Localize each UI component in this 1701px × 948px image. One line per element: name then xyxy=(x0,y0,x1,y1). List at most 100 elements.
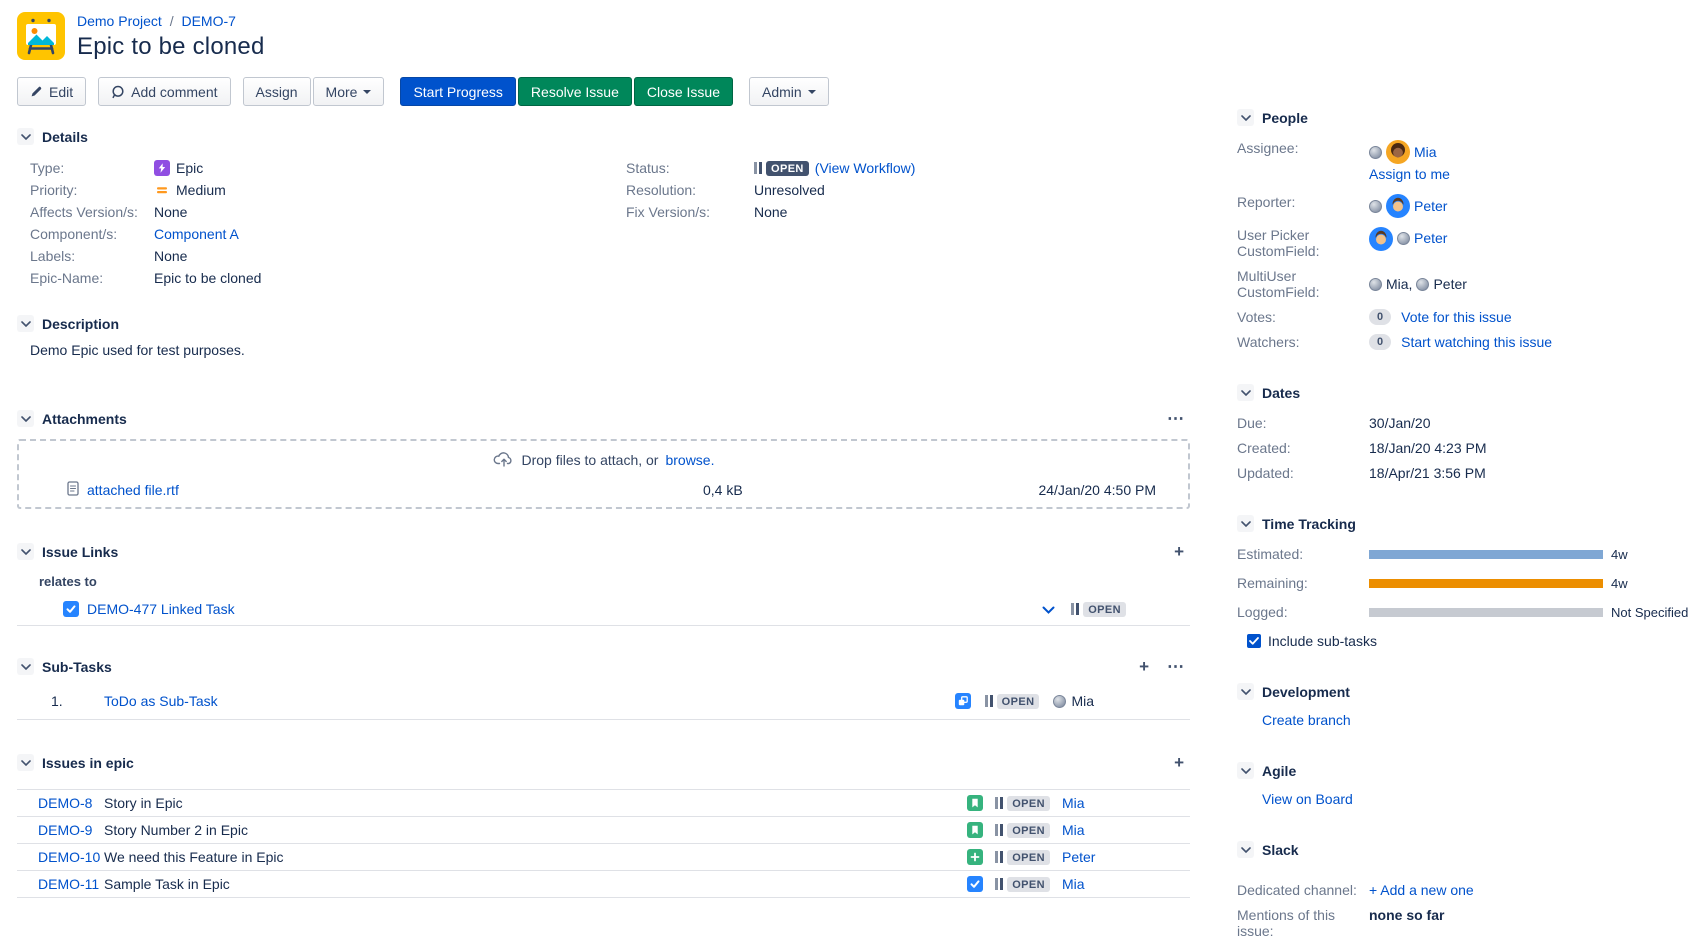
breadcrumb: Demo Project / DEMO-7 xyxy=(77,12,265,29)
issue-assignee-link[interactable]: Mia xyxy=(1062,795,1085,811)
browse-link[interactable]: browse. xyxy=(665,452,715,468)
type-label: Type: xyxy=(30,160,65,176)
add-comment-button[interactable]: Add comment xyxy=(98,77,231,106)
add-issue-to-epic-icon[interactable]: + xyxy=(1174,753,1184,772)
collapse-subtasks-button[interactable] xyxy=(17,658,34,675)
collapse-issues-in-epic-button[interactable] xyxy=(17,754,34,771)
peter-avatar xyxy=(1386,194,1410,218)
multiuser-link-mia[interactable]: Mia, xyxy=(1386,276,1413,292)
attachments-options-icon[interactable]: ⋯ xyxy=(1167,409,1184,428)
epic-type-icon xyxy=(154,160,170,176)
breadcrumb-issue-link[interactable]: DEMO-7 xyxy=(181,13,236,29)
user-picker-link[interactable]: Peter xyxy=(1414,230,1448,246)
issue-key-link[interactable]: DEMO-9 xyxy=(38,822,93,838)
issue-summary: Sample Task in Epic xyxy=(104,876,230,892)
resolve-issue-button[interactable]: Resolve Issue xyxy=(517,77,632,106)
watch-link[interactable]: Start watching this issue xyxy=(1401,334,1553,350)
multiuser-link-peter[interactable]: Peter xyxy=(1433,276,1467,292)
breadcrumb-project-link[interactable]: Demo Project xyxy=(77,13,162,29)
task-type-icon xyxy=(63,601,79,617)
more-button[interactable]: More xyxy=(312,77,385,106)
remaining-label: Remaining: xyxy=(1237,575,1308,591)
link-actions-chevron-icon[interactable] xyxy=(1042,601,1055,617)
collapse-time-tracking-button[interactable] xyxy=(1237,515,1254,532)
issue-key-link[interactable]: DEMO-11 xyxy=(38,876,100,892)
issue-assignee-link[interactable]: Peter xyxy=(1062,849,1096,865)
view-workflow-link[interactable]: (View Workflow) xyxy=(814,160,916,176)
comment-icon xyxy=(111,85,125,99)
collapse-slack-button[interactable] xyxy=(1237,841,1254,858)
collapse-issue-links-button[interactable] xyxy=(17,543,34,560)
mentions-label: Mentions of this issue: xyxy=(1237,907,1336,939)
add-channel-link[interactable]: + Add a new one xyxy=(1369,882,1474,898)
issue-assignee-link[interactable]: Mia xyxy=(1062,822,1085,838)
collapse-agile-button[interactable] xyxy=(1237,762,1254,779)
issue-header: Demo Project / DEMO-7 Epic to be cloned xyxy=(17,12,1190,61)
collapse-people-button[interactable] xyxy=(1237,109,1254,126)
reporter-link[interactable]: Peter xyxy=(1414,198,1448,214)
workflow-buttons-group: Assign More xyxy=(242,77,385,106)
view-on-board-link[interactable]: View on Board xyxy=(1262,791,1353,807)
admin-button[interactable]: Admin xyxy=(749,77,829,106)
multiuser-label: MultiUser CustomField: xyxy=(1237,268,1320,300)
include-subtasks-checkbox[interactable] xyxy=(1247,634,1261,648)
collapse-dates-button[interactable] xyxy=(1237,384,1254,401)
chevron-down-icon xyxy=(363,89,372,94)
description-heading: Description xyxy=(42,315,120,332)
collapse-attachments-button[interactable] xyxy=(17,410,34,427)
vote-link[interactable]: Vote for this issue xyxy=(1401,309,1512,325)
collapse-development-button[interactable] xyxy=(1237,683,1254,700)
watchers-count-badge: 0 xyxy=(1369,334,1392,350)
time-tracking-section: Time Tracking Estimated: 4w Remaining: 4… xyxy=(1237,515,1688,649)
issue-assignee-link[interactable]: Mia xyxy=(1062,876,1085,892)
table-row: DEMO-10 We need this Feature in Epic OPE… xyxy=(17,844,1190,871)
type-value: Epic xyxy=(176,160,204,176)
subtask-assignee: Mia xyxy=(1053,693,1094,709)
subtasks-heading: Sub-Tasks xyxy=(42,658,112,675)
due-value: 30/Jan/20 xyxy=(1369,415,1431,431)
due-label: Due: xyxy=(1237,415,1267,431)
estimated-bar xyxy=(1369,549,1603,559)
details-section: Details Type: Epic Priority: xyxy=(17,128,1190,289)
remaining-value: 4w xyxy=(1611,575,1628,591)
page-title: Epic to be cloned xyxy=(77,33,265,60)
add-issue-link-icon[interactable]: + xyxy=(1174,542,1184,561)
assignee-link[interactable]: Mia xyxy=(1414,144,1437,160)
close-issue-button[interactable]: Close Issue xyxy=(633,77,734,106)
logged-value: Not Specified xyxy=(1611,604,1689,620)
attachments-heading: Attachments xyxy=(42,410,127,427)
main-column: Demo Project / DEMO-7 Epic to be cloned … xyxy=(17,12,1190,948)
issue-key-link[interactable]: DEMO-10 xyxy=(38,849,101,865)
assign-to-me-link[interactable]: Assign to me xyxy=(1369,166,1450,182)
add-subtask-icon[interactable]: + xyxy=(1139,657,1149,676)
transition-buttons-group: Start Progress Resolve Issue Close Issue xyxy=(400,77,734,106)
subtask-row: 1. ToDo as Sub-Task OPEN Mia xyxy=(17,689,1190,720)
issue-links-heading: Issue Links xyxy=(42,543,119,560)
assign-button[interactable]: Assign xyxy=(242,77,311,106)
start-progress-button[interactable]: Start Progress xyxy=(400,77,516,106)
assignee-label: Assignee: xyxy=(1237,140,1299,156)
description-section: Description Demo Epic used for test purp… xyxy=(17,315,1190,358)
relation-label: relates to xyxy=(39,574,97,589)
subtasks-options-icon[interactable]: ⋯ xyxy=(1167,657,1184,676)
edit-button[interactable]: Edit xyxy=(17,77,87,106)
pencil-icon xyxy=(30,85,43,98)
table-row: DEMO-9 Story Number 2 in Epic OPEN Mia xyxy=(17,817,1190,844)
watchers-label: Watchers: xyxy=(1237,334,1300,350)
priority-medium-icon xyxy=(154,182,170,198)
component-link[interactable]: Component A xyxy=(154,226,239,242)
attachment-dropzone[interactable]: Drop files to attach, or browse. attache… xyxy=(17,439,1190,509)
epic-name-label: Epic-Name: xyxy=(30,270,104,286)
collapse-description-button[interactable] xyxy=(17,315,34,332)
issue-key-link[interactable]: DEMO-8 xyxy=(38,795,93,811)
attachment-file-link[interactable]: attached file.rtf xyxy=(87,482,179,498)
new-feature-type-icon xyxy=(967,849,984,865)
collapse-details-button[interactable] xyxy=(17,128,34,145)
create-branch-link[interactable]: Create branch xyxy=(1262,712,1351,728)
created-value: 18/Jan/20 4:23 PM xyxy=(1369,440,1487,456)
linked-issue-row: DEMO-477 Linked Task OPEN xyxy=(17,597,1190,626)
subtask-link[interactable]: ToDo as Sub-Task xyxy=(104,693,218,709)
include-subtasks-label: Include sub-tasks xyxy=(1268,633,1377,649)
details-right-column: Status: OPEN (View Workflow) Resolution:… xyxy=(613,157,915,289)
linked-issue-link[interactable]: DEMO-477 Linked Task xyxy=(87,601,235,617)
